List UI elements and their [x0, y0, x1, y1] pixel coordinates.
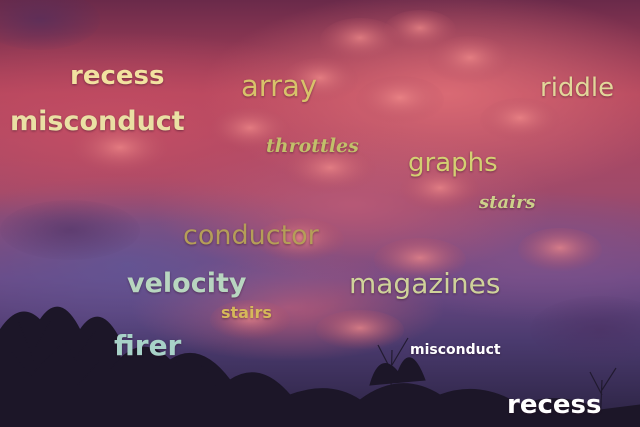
word-velocity: velocity — [127, 268, 247, 299]
word-firer: firer — [114, 329, 182, 362]
word-throttles: throttles — [266, 135, 359, 157]
word-misconduct: misconduct — [10, 106, 185, 137]
word-magazines: magazines — [349, 267, 501, 300]
word-stairs: stairs — [479, 192, 536, 213]
word-recess-bottom: recess — [507, 390, 602, 420]
word-graphs: graphs — [408, 148, 498, 178]
word-recess: recess — [70, 61, 165, 91]
word-riddle: riddle — [540, 73, 615, 103]
word-array: array — [241, 69, 318, 103]
word-stairs-small: stairs — [221, 303, 272, 322]
mammatus-cloud-puffs — [0, 0, 640, 364]
word-misconduct-small: misconduct — [410, 342, 501, 358]
tree-silhouettes — [0, 306, 640, 427]
word-conductor: conductor — [183, 220, 319, 251]
